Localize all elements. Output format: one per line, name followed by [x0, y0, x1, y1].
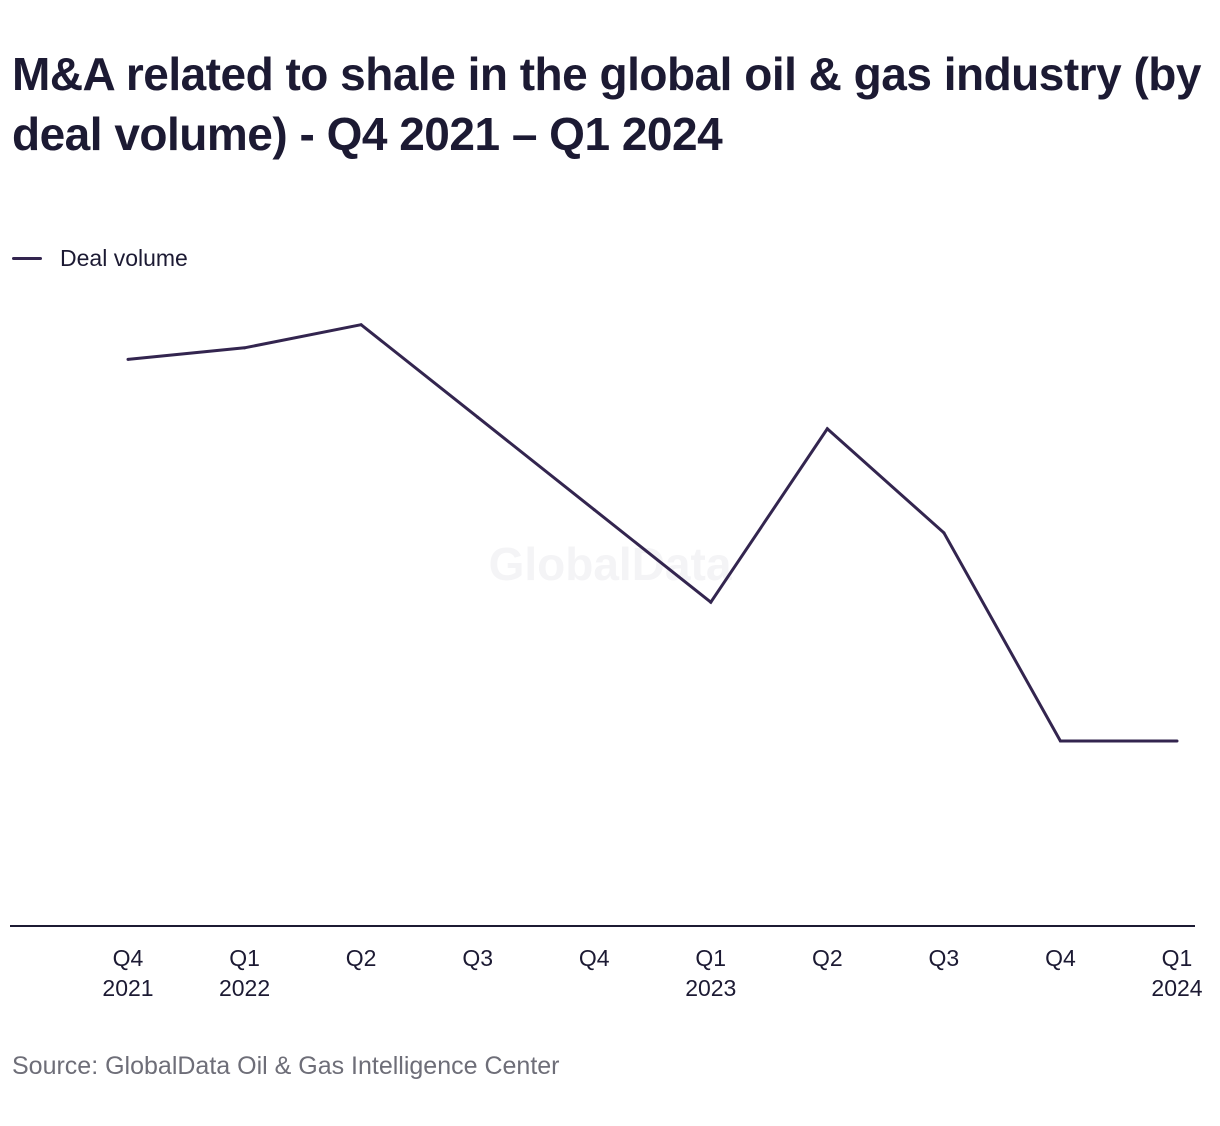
- legend-swatch-deal-volume: [12, 256, 42, 260]
- data-point: [825, 427, 829, 431]
- x-tick-quarter: Q2: [346, 945, 377, 971]
- data-points: [126, 323, 1179, 743]
- x-tick-label: Q1 2024: [1151, 945, 1202, 1001]
- x-tick-label: Q4: [1045, 945, 1076, 971]
- data-point: [476, 415, 480, 419]
- x-tick-quarter: Q1: [229, 945, 260, 971]
- series-line-deal-volume: [127, 323, 1177, 743]
- data-point: [243, 346, 247, 350]
- x-tick-label: Q3: [462, 945, 493, 971]
- x-tick-label: Q2: [812, 945, 843, 971]
- data-point: [1175, 739, 1179, 743]
- data-point: [592, 508, 596, 512]
- x-tick-label: Q4: [579, 945, 610, 971]
- x-tick-quarter: Q3: [462, 945, 493, 971]
- legend: Deal volume: [12, 240, 188, 276]
- x-tick-label: Q4 2021: [102, 945, 153, 1001]
- source-note: Source: GlobalData Oil & Gas Intelligenc…: [12, 1052, 560, 1080]
- data-point: [1058, 739, 1062, 743]
- chart-title: M&A related to shale in the global oil &…: [12, 48, 1201, 160]
- x-tick-quarter: Q4: [113, 945, 144, 971]
- x-tick-quarter: Q2: [812, 945, 843, 971]
- watermark-text: GlobalData: [489, 538, 732, 590]
- x-tick-label: Q1 2023: [685, 945, 736, 1001]
- x-tick-label: Q2: [346, 945, 377, 971]
- x-tick-year: 2024: [1151, 975, 1202, 1001]
- data-point: [359, 323, 363, 327]
- x-tick-year: 2023: [685, 975, 736, 1001]
- x-tick-label: Q1 2022: [219, 945, 270, 1001]
- x-tick-year: 2021: [102, 975, 153, 1001]
- x-tick-quarter: Q1: [1162, 945, 1193, 971]
- x-tick-quarter: Q1: [695, 945, 726, 971]
- x-tick-year: 2022: [219, 975, 270, 1001]
- x-tick-quarter: Q4: [579, 945, 610, 971]
- x-tick-quarter: Q3: [929, 945, 960, 971]
- data-point: [126, 357, 130, 361]
- x-tick-label: Q3: [929, 945, 960, 971]
- data-point: [942, 531, 946, 535]
- x-tick-quarter: Q4: [1045, 945, 1076, 971]
- data-point: [709, 600, 713, 604]
- x-axis-tick-labels: Q4 2021 Q1 2022 Q2 Q3 Q4 Q1 2023 Q2 Q3 Q4 Q1 2024: [102, 945, 1202, 1001]
- legend-label-deal-volume: Deal volume: [60, 244, 188, 271]
